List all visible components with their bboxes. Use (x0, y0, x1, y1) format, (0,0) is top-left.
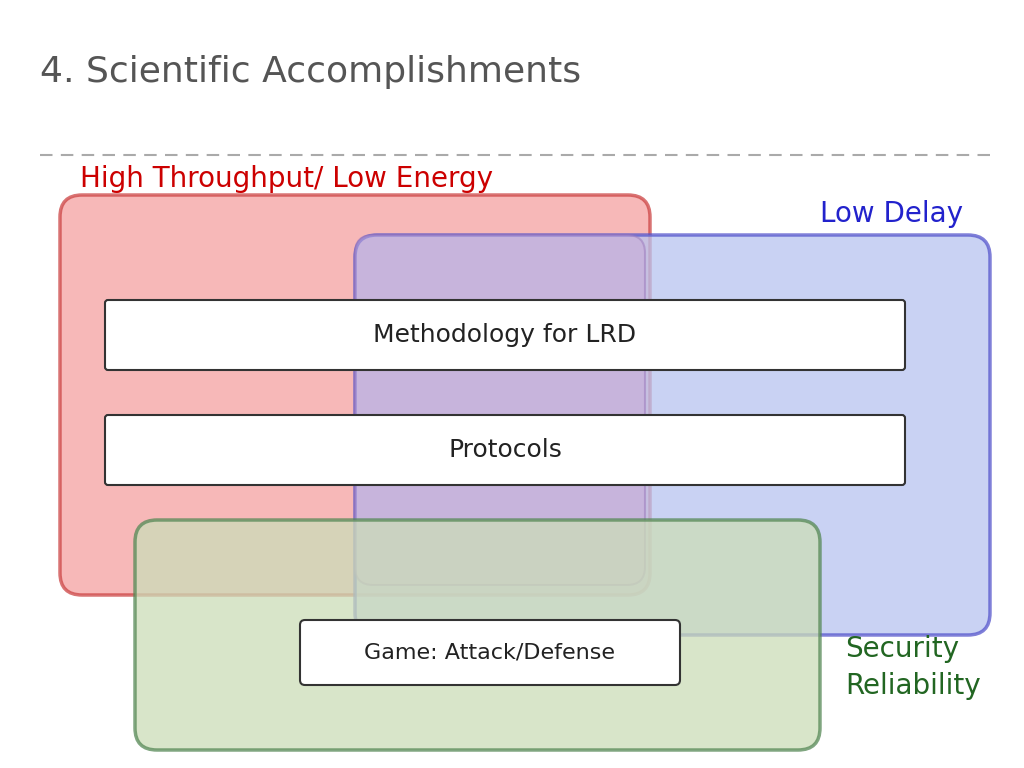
FancyBboxPatch shape (355, 235, 645, 585)
Text: Methodology for LRD: Methodology for LRD (374, 323, 637, 347)
FancyBboxPatch shape (105, 415, 905, 485)
Text: Protocols: Protocols (449, 438, 562, 462)
Text: Security
Reliability: Security Reliability (845, 635, 981, 700)
Text: Game: Attack/Defense: Game: Attack/Defense (365, 643, 615, 663)
FancyBboxPatch shape (60, 195, 650, 595)
FancyBboxPatch shape (300, 620, 680, 685)
FancyBboxPatch shape (105, 300, 905, 370)
FancyBboxPatch shape (355, 235, 990, 635)
Text: 4. Scientific Accomplishments: 4. Scientific Accomplishments (40, 55, 582, 89)
Text: Low Delay: Low Delay (820, 200, 963, 228)
Text: High Throughput/ Low Energy: High Throughput/ Low Energy (80, 165, 493, 193)
FancyBboxPatch shape (135, 520, 820, 750)
